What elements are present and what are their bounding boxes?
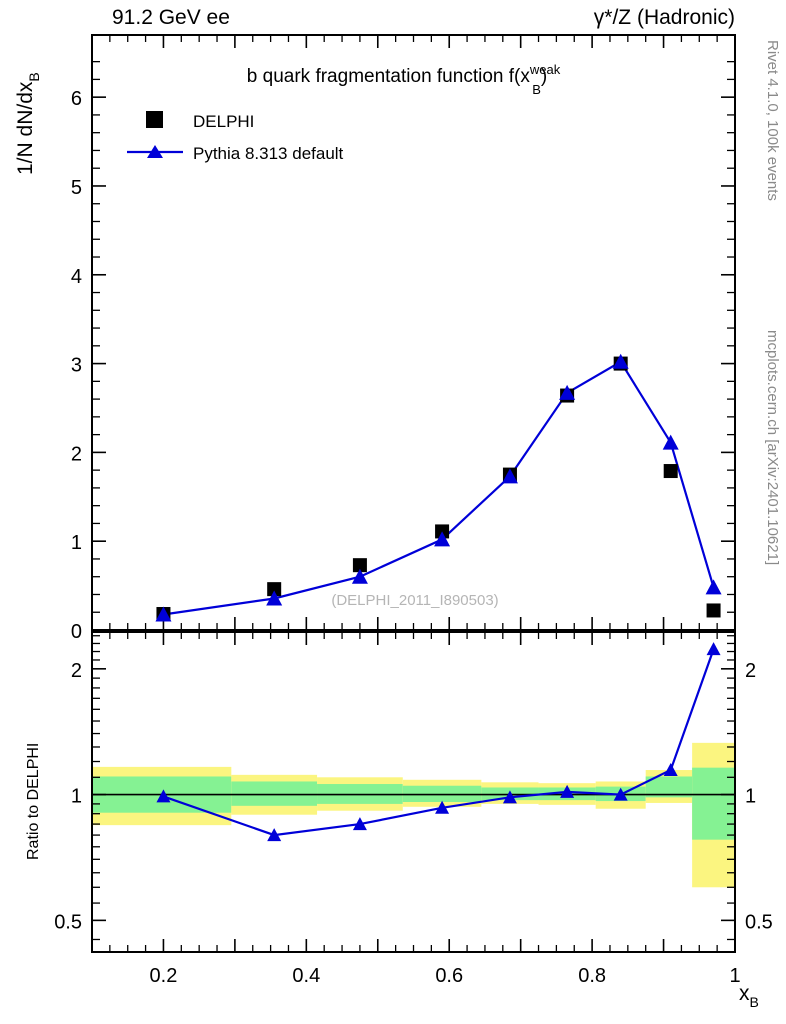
x-tick-label: 0.2 bbox=[150, 965, 178, 987]
side-note-rivet: Rivet 4.1.0, 100k events bbox=[764, 40, 781, 201]
x-tick-label: 0.6 bbox=[435, 965, 463, 987]
main-y-tick-label: 6 bbox=[71, 88, 82, 110]
ratio-y-tick-label: 1 bbox=[71, 786, 82, 808]
x-tick-label: 0.4 bbox=[292, 965, 320, 987]
data-point-delphi bbox=[267, 582, 282, 597]
x-tick-label: 1 bbox=[729, 965, 740, 987]
data-point-pythia bbox=[612, 353, 629, 369]
main-y-tick-label: 5 bbox=[71, 177, 82, 199]
side-note-mcplots: mcplots.cern.ch [arXiv:2401.10621] bbox=[764, 330, 781, 565]
data-point-pythia bbox=[155, 606, 172, 622]
data-point-pythia bbox=[662, 434, 679, 450]
ratio-y-tick-label-right: 2 bbox=[745, 660, 756, 682]
data-point-pythia bbox=[351, 568, 368, 584]
data-point-delphi bbox=[352, 558, 367, 573]
header-right-label: γ*/Z (Hadronic) bbox=[594, 6, 735, 29]
x-tick-label: 0.8 bbox=[578, 965, 606, 987]
legend-marker-pythia bbox=[147, 145, 163, 158]
analysis-watermark: (DELPHI_2011_I890503) bbox=[331, 592, 498, 609]
ratio-data-point-pythia bbox=[613, 787, 628, 801]
main-y-tick-label: 4 bbox=[71, 266, 82, 288]
data-point-pythia bbox=[559, 384, 576, 400]
data-point-pythia bbox=[434, 531, 451, 547]
ratio-data-point-pythia bbox=[706, 642, 721, 656]
data-point-pythia bbox=[501, 468, 518, 484]
ratio-data-point-pythia bbox=[502, 790, 517, 804]
legend-label-pythia: Pythia 8.313 default bbox=[193, 144, 344, 163]
main-y-tick-label: 2 bbox=[71, 443, 82, 465]
legend-label-delphi: DELPHI bbox=[193, 112, 254, 131]
plot-title: b quark fragmentation function f(xweak B) bbox=[247, 62, 561, 97]
ratio-y-tick-label-right: 0.5 bbox=[745, 911, 773, 933]
data-point-pythia bbox=[266, 590, 283, 606]
data-point-pythia bbox=[705, 579, 722, 595]
ratio-y-tick-label: 0.5 bbox=[54, 911, 82, 933]
data-point-delphi bbox=[663, 464, 678, 479]
ratio-y-tick-label: 2 bbox=[71, 660, 82, 682]
ratio-data-point-pythia bbox=[435, 800, 450, 814]
legend-marker-delphi bbox=[146, 111, 163, 128]
ratio-data-point-pythia bbox=[560, 784, 575, 798]
ratio-y-axis-label: Ratio to DELPHI bbox=[25, 743, 42, 860]
ratio-data-point-pythia bbox=[156, 789, 171, 803]
x-axis-label: xB bbox=[739, 982, 759, 1010]
ratio-uncertainty-band-green bbox=[645, 776, 693, 798]
main-y-tick-label: 1 bbox=[71, 532, 82, 554]
ratio-y-tick-label-right: 1 bbox=[745, 786, 756, 808]
ratio-data-point-pythia bbox=[663, 763, 678, 777]
ratio-data-point-pythia bbox=[267, 828, 282, 842]
main-panel-frame bbox=[91, 34, 736, 631]
ratio-uncertainty-band-green bbox=[231, 781, 318, 806]
main-y-tick-label: 3 bbox=[71, 355, 82, 377]
header-left-label: 91.2 GeV ee bbox=[112, 6, 230, 29]
main-y-tick-label: 0 bbox=[71, 621, 82, 643]
main-y-axis-label: 1/N dN/dxB bbox=[14, 72, 42, 175]
ratio-data-point-pythia bbox=[352, 817, 367, 831]
data-point-delphi bbox=[706, 603, 721, 618]
series-line-pythia bbox=[163, 360, 715, 616]
